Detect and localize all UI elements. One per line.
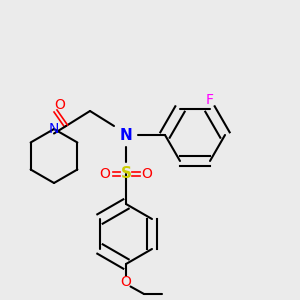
Text: S: S bbox=[121, 167, 131, 182]
Text: F: F bbox=[206, 93, 214, 107]
Text: O: O bbox=[142, 167, 152, 181]
Text: N: N bbox=[120, 128, 132, 142]
Text: O: O bbox=[121, 275, 131, 289]
Text: O: O bbox=[100, 167, 110, 181]
Text: N: N bbox=[49, 122, 59, 136]
Text: O: O bbox=[55, 98, 65, 112]
